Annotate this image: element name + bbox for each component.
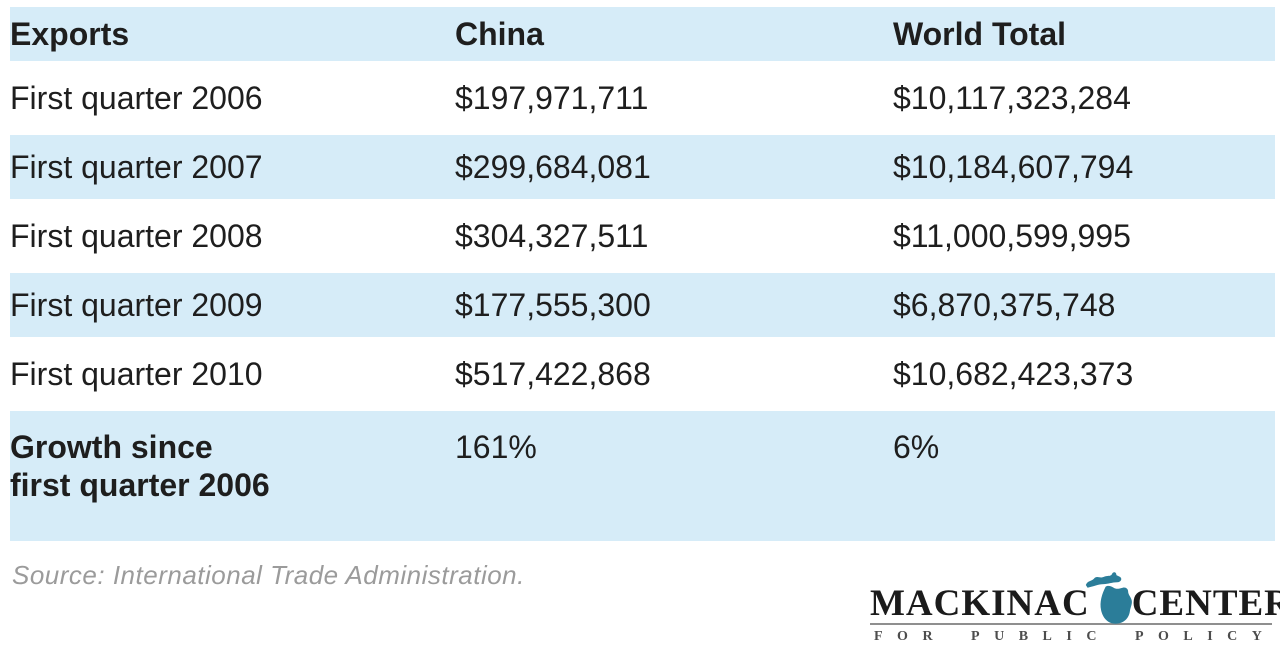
growth-row: Growth since first quarter 2006 161% 6%	[10, 411, 1275, 541]
exports-table-wrap: Exports China World Total First quarter …	[10, 2, 1275, 546]
world-value: $10,117,323,284	[893, 79, 1131, 116]
china-value: $177,555,300	[455, 273, 893, 337]
header-exports: Exports	[10, 7, 455, 61]
mackinac-center-logo: MACKINAC CENTER FOR PUBLIC POLICY	[870, 561, 1280, 645]
source-note: Source: International Trade Administrati…	[12, 560, 525, 590]
table-row-2009: First quarter 2009 $177,555,300 $6,870,3…	[10, 273, 1275, 337]
row-label: First quarter 2010	[10, 355, 263, 392]
logo-word-center: CENTER	[1131, 583, 1280, 624]
header-china: China	[455, 7, 893, 61]
china-value: $299,684,081	[455, 135, 893, 199]
table-row-2008: First quarter 2008 $304,327,511 $11,000,…	[10, 204, 1275, 268]
growth-world-value: 6%	[893, 411, 1275, 541]
row-label: First quarter 2007	[10, 135, 455, 199]
michigan-state-icon	[1085, 572, 1132, 624]
row-label: First quarter 2009	[10, 273, 455, 337]
exports-table: Exports China World Total First quarter …	[10, 2, 1275, 546]
row-label: First quarter 2006	[10, 79, 263, 116]
table-row-2010: First quarter 2010 $517,422,868 $10,682,…	[10, 342, 1275, 406]
china-value: $517,422,868	[455, 355, 651, 392]
row-label: First quarter 2008	[10, 217, 263, 254]
header-world-total: World Total	[893, 7, 1275, 61]
table-header-row: Exports China World Total	[10, 7, 1275, 61]
growth-label-line1: Growth since	[10, 429, 213, 465]
world-value: $11,000,599,995	[893, 217, 1131, 254]
logo-word-mackinac: MACKINAC	[870, 583, 1090, 624]
world-value: $6,870,375,748	[893, 273, 1275, 337]
growth-label: Growth since first quarter 2006	[10, 411, 455, 541]
logo-tagline: FOR PUBLIC POLICY	[874, 629, 1277, 644]
table-row-2007: First quarter 2007 $299,684,081 $10,184,…	[10, 135, 1275, 199]
china-value: $304,327,511	[455, 217, 649, 254]
china-value: $197,971,711	[455, 79, 649, 116]
logo-divider-rule	[870, 623, 1272, 625]
table-row-2006: First quarter 2006 $197,971,711 $10,117,…	[10, 66, 1275, 130]
world-value: $10,682,423,373	[893, 355, 1134, 392]
growth-label-line2: first quarter 2006	[10, 466, 270, 503]
logo-wordmark: MACKINAC CENTER	[870, 561, 1280, 624]
world-value: $10,184,607,794	[893, 135, 1275, 199]
growth-china-value: 161%	[455, 411, 893, 541]
